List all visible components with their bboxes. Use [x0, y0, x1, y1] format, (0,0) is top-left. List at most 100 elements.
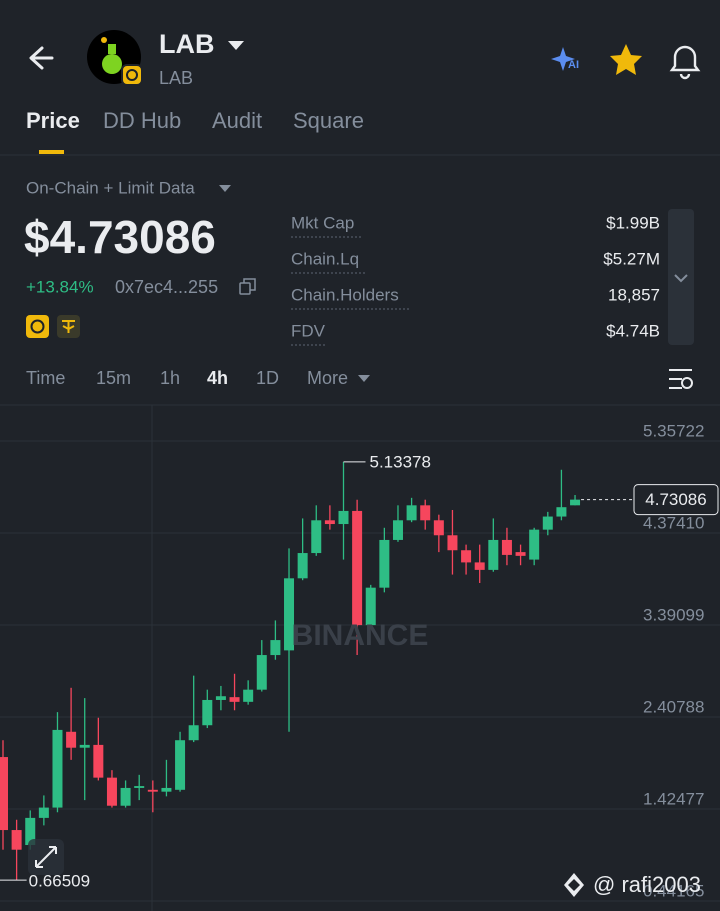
candle-body — [79, 744, 90, 748]
stat-underlines — [291, 236, 410, 346]
candle-body — [11, 830, 22, 850]
stat-label: Mkt Cap — [291, 213, 354, 232]
candle-body — [433, 520, 444, 536]
token-subtitle: LAB — [159, 68, 193, 88]
high-marker-label: 5.13378 — [370, 452, 431, 471]
chart: 5.35722 4.37410 3.39099 2.40788 1.42477 0.441… — [0, 421, 720, 902]
candle-body — [461, 550, 472, 563]
candle-body — [106, 777, 117, 806]
chain-badge-icon — [30, 319, 45, 334]
stat-label: Chain.Holders — [291, 285, 399, 304]
y-tick-label: 1.42477 — [643, 790, 704, 809]
candle-body — [134, 786, 145, 788]
tag-badge-icon — [62, 320, 75, 333]
stat-label: Chain.Lq — [291, 249, 359, 268]
candle-body — [25, 817, 36, 846]
candle-body — [515, 552, 526, 556]
expand-stats[interactable] — [668, 209, 694, 345]
candle-body — [529, 529, 540, 560]
notification-button[interactable] — [669, 45, 701, 80]
candle-body — [392, 520, 403, 540]
candle-body — [188, 725, 199, 741]
interval[interactable]: 1h — [160, 368, 180, 388]
chart-settings[interactable] — [669, 369, 693, 389]
data-source[interactable]: On-Chain + Limit Data — [26, 178, 195, 197]
tab-indicator — [39, 150, 64, 154]
candle-body — [379, 539, 390, 588]
price-tag — [633, 484, 719, 516]
candle-body — [256, 655, 267, 690]
token-avatar — [87, 30, 143, 86]
interval[interactable]: 4h — [207, 368, 228, 388]
candle-body — [215, 696, 226, 700]
candle-body — [270, 640, 281, 656]
y-tick-label: 4.37410 — [643, 513, 704, 532]
candle-body — [406, 505, 417, 521]
candle-body — [297, 553, 308, 579]
stat-value: $1.99B — [606, 213, 660, 232]
tab[interactable]: Price — [26, 108, 80, 133]
candle-body — [66, 731, 77, 748]
candle-body — [0, 757, 8, 831]
ai-button[interactable]: AI — [551, 47, 579, 71]
tab[interactable]: DD Hub — [103, 108, 181, 133]
favorite-button[interactable] — [610, 44, 642, 75]
stat-value: $4.74B — [606, 321, 660, 340]
candle-body — [147, 789, 158, 792]
candle-body — [161, 787, 172, 792]
candle-body — [474, 562, 485, 570]
candle-body — [229, 697, 240, 702]
watermark: BINANCE — [292, 619, 429, 652]
interval[interactable]: Time — [26, 368, 65, 388]
contract-address: 0x7ec4...255 — [115, 277, 218, 297]
stat-label: FDV — [291, 321, 326, 340]
y-tick-label: 2.40788 — [643, 697, 704, 716]
fullscreen-icon — [35, 846, 57, 868]
credit-icon — [564, 873, 584, 897]
candle-body — [570, 499, 581, 506]
candle-body — [352, 510, 363, 626]
candle-body — [243, 689, 254, 702]
y-tick-label: 5.35722 — [643, 421, 704, 440]
source-caret — [219, 185, 231, 192]
low-marker-label: 0.66509 — [29, 872, 90, 891]
candle-body — [420, 505, 431, 521]
copy-button[interactable] — [239, 278, 256, 295]
title-caret[interactable] — [228, 41, 244, 50]
candle-body — [120, 787, 131, 806]
tab[interactable]: Audit — [212, 108, 262, 133]
expand-chevron — [674, 274, 688, 283]
candle-body — [447, 535, 458, 551]
candle-body — [284, 578, 295, 651]
candle-body — [52, 729, 63, 808]
interval[interactable]: 1D — [256, 368, 279, 388]
chain-badge — [26, 315, 49, 338]
candle-body — [202, 699, 213, 726]
candle-body — [365, 587, 376, 626]
more-caret — [358, 375, 370, 382]
interval[interactable]: More — [307, 368, 348, 388]
y-tick-label: 3.39099 — [643, 605, 704, 624]
candle-body — [93, 744, 104, 778]
candle-body — [175, 740, 186, 790]
interval[interactable]: 15m — [96, 368, 131, 388]
tab[interactable]: Square — [293, 108, 364, 133]
token-title: LAB — [159, 29, 215, 59]
credit: @ rafi2003 — [593, 872, 701, 897]
candle-body — [338, 510, 349, 525]
stat-value: $5.27M — [603, 249, 660, 268]
candle-body — [501, 539, 512, 555]
y-tick-label: 0.44165 — [643, 882, 704, 901]
price-tag-label: 4.73086 — [645, 490, 706, 509]
candle-body — [311, 520, 322, 554]
candle-body — [38, 807, 49, 818]
back-button[interactable] — [29, 46, 54, 70]
candle-body — [488, 539, 499, 570]
price-change: +13.84% — [26, 277, 94, 296]
candle-body — [324, 520, 335, 525]
candle-body — [556, 507, 567, 517]
stat-value: 18,857 — [608, 285, 660, 304]
svg-text:AI: AI — [568, 59, 579, 71]
